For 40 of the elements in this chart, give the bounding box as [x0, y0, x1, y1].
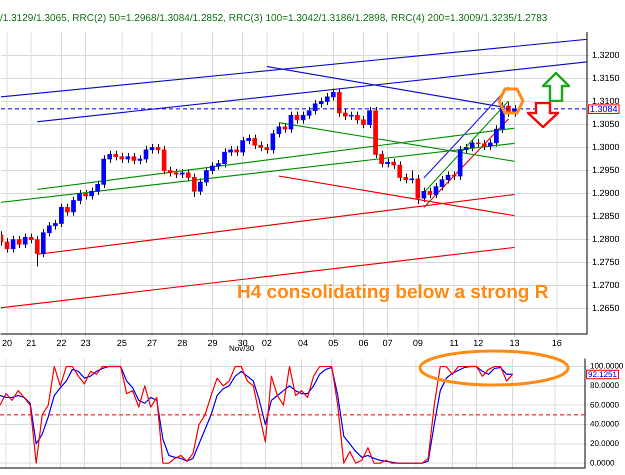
- y-tick-label: 1.3000: [592, 142, 620, 152]
- ref-line-label: 1.3084: [590, 104, 618, 114]
- y-tick-label: 100.0000: [590, 362, 624, 371]
- x-tick-label: 12: [473, 338, 484, 348]
- x-tick-label: 23: [80, 338, 91, 348]
- x-tick-label: 11: [449, 338, 459, 348]
- x-tick-label: 04: [298, 338, 308, 348]
- x-tick-label: 05: [328, 338, 338, 348]
- y-tick-label: 40.0000: [590, 420, 620, 429]
- y-tick-label: 1.3200: [592, 50, 620, 60]
- x-tick-label: 27: [147, 338, 158, 348]
- y-tick-label: 1.2800: [592, 234, 620, 244]
- y-tick-label: 1.3100: [592, 96, 620, 106]
- x-tick-label: 25: [116, 338, 127, 348]
- x-tick-label: 13: [509, 338, 520, 348]
- x-tick-label: 06: [358, 338, 368, 348]
- y-tick-label: 20.0000: [590, 439, 620, 448]
- x-tick-label: 21: [26, 338, 36, 348]
- y-tick-label: 1.3150: [592, 72, 620, 83]
- x-tick-label: 07: [382, 338, 393, 348]
- y-tick-label: 1.2850: [592, 211, 620, 222]
- y-tick-label: 1.2700: [592, 280, 620, 290]
- x-tick-label: 02: [262, 338, 272, 348]
- y-tick-label: 60.0000: [590, 400, 620, 410]
- text: /1.3129/1.3065, RRC(2) 50=1.2968/1.3084/1.2852, RRC(3) 100=1.3042/1.3186/1.2898, RRC(4) 200=1.3009/1.3235/1.2783: [0, 13, 548, 24]
- y-tick-label: 0.0000: [590, 458, 616, 468]
- x-tick-label: 20: [2, 338, 12, 348]
- text: 92.1251: [588, 370, 618, 379]
- y-tick-label: 1.3050: [592, 118, 620, 129]
- annotation: H4 consolidating below a strong R: [237, 282, 548, 304]
- x-tick-label: 22: [56, 338, 66, 348]
- x-tick-label: 16: [552, 338, 562, 348]
- x-tick-label: 29: [207, 338, 218, 348]
- y-tick-label: 80.0000: [590, 381, 620, 390]
- y-tick-label: 1.2900: [592, 188, 620, 198]
- y-tick-label: 1.2950: [592, 165, 620, 176]
- x-tick-label: 28: [177, 338, 188, 348]
- y-tick-label: 1.2750: [592, 257, 620, 268]
- x-tick-label: 09: [412, 338, 423, 348]
- y-tick-label: 1.2650: [592, 303, 620, 314]
